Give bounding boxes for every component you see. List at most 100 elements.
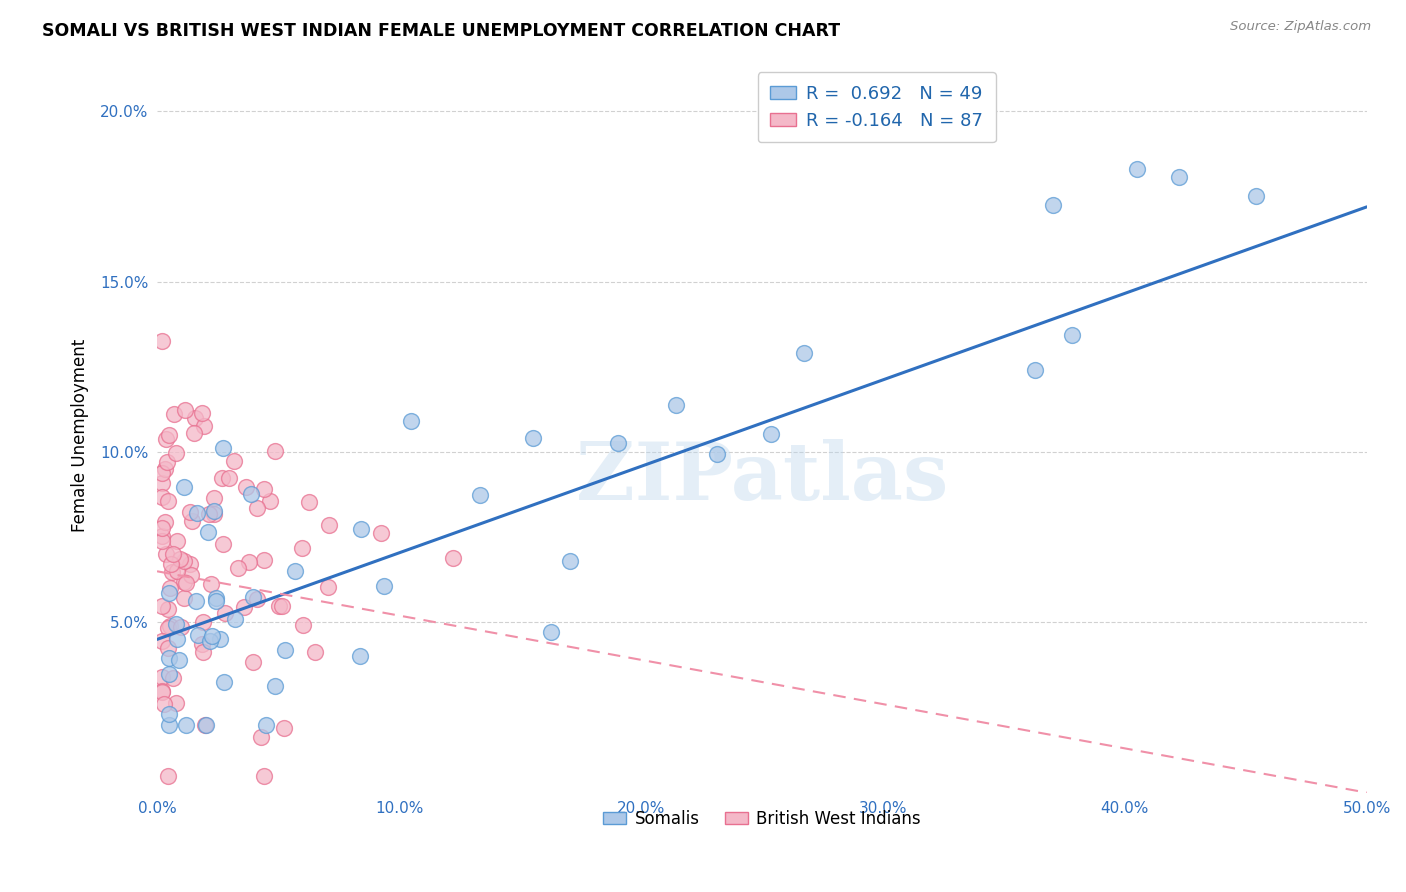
Point xyxy=(157,667,180,681)
Legend: Somalis, British West Indians: Somalis, British West Indians xyxy=(596,803,928,834)
Point xyxy=(238,555,260,569)
Point xyxy=(191,406,214,420)
Point xyxy=(156,494,179,508)
Point xyxy=(298,494,321,508)
Point xyxy=(270,599,292,614)
Point xyxy=(174,403,197,417)
Point xyxy=(793,346,815,360)
Point xyxy=(267,599,290,613)
Point xyxy=(159,581,181,595)
Point xyxy=(250,731,273,745)
Point xyxy=(183,425,205,440)
Point xyxy=(190,637,212,651)
Point xyxy=(349,522,371,536)
Point xyxy=(150,634,173,648)
Point xyxy=(157,706,180,721)
Point xyxy=(150,670,173,684)
Point xyxy=(202,491,225,505)
Point xyxy=(224,612,246,626)
Point xyxy=(162,671,184,685)
Point xyxy=(1024,362,1046,376)
Point xyxy=(284,564,307,578)
Point xyxy=(304,645,326,659)
Text: Source: ZipAtlas.com: Source: ZipAtlas.com xyxy=(1230,20,1371,33)
Point xyxy=(1167,169,1189,184)
Point xyxy=(205,591,228,606)
Point xyxy=(607,436,630,450)
Point xyxy=(759,427,782,442)
Point xyxy=(166,564,188,578)
Point xyxy=(246,591,269,606)
Point xyxy=(540,624,562,639)
Point xyxy=(160,557,183,571)
Point xyxy=(153,515,176,529)
Y-axis label: Female Unemployment: Female Unemployment xyxy=(72,338,89,532)
Point xyxy=(246,501,269,516)
Point xyxy=(165,696,187,710)
Point xyxy=(253,482,276,496)
Point xyxy=(165,446,187,460)
Point xyxy=(162,565,184,579)
Point xyxy=(173,574,195,589)
Point xyxy=(214,606,236,620)
Point xyxy=(370,526,392,541)
Point xyxy=(274,643,297,657)
Point xyxy=(202,507,225,521)
Point xyxy=(173,480,195,494)
Point xyxy=(201,629,224,643)
Point xyxy=(150,685,173,699)
Point xyxy=(1126,162,1149,177)
Text: ZIPatlas: ZIPatlas xyxy=(576,439,948,517)
Point xyxy=(198,507,221,521)
Point xyxy=(157,717,180,731)
Point xyxy=(204,593,226,607)
Point xyxy=(235,480,257,494)
Point xyxy=(166,632,188,647)
Point xyxy=(202,504,225,518)
Point xyxy=(155,461,177,475)
Point xyxy=(373,579,395,593)
Point xyxy=(150,491,173,505)
Point xyxy=(157,428,180,442)
Point xyxy=(191,615,214,629)
Point xyxy=(157,769,180,783)
Point xyxy=(1042,197,1064,211)
Point xyxy=(166,617,188,632)
Point xyxy=(163,407,186,421)
Point xyxy=(254,717,277,731)
Point xyxy=(155,547,177,561)
Point xyxy=(183,410,205,425)
Point xyxy=(211,441,233,455)
Point xyxy=(263,444,285,458)
Point xyxy=(181,514,204,528)
Point xyxy=(179,558,201,572)
Point xyxy=(157,585,180,599)
Point xyxy=(156,455,179,469)
Point xyxy=(316,580,339,594)
Point xyxy=(253,553,276,567)
Point xyxy=(239,486,262,500)
Point xyxy=(173,591,195,605)
Point xyxy=(242,591,264,605)
Point xyxy=(167,653,190,667)
Point xyxy=(252,769,274,783)
Point xyxy=(558,554,581,568)
Point xyxy=(200,634,222,648)
Point xyxy=(150,599,173,614)
Point xyxy=(273,721,295,735)
Point xyxy=(150,521,173,535)
Point xyxy=(193,645,215,659)
Point xyxy=(470,488,492,502)
Point xyxy=(706,447,728,461)
Point xyxy=(1244,189,1267,203)
Point xyxy=(155,432,177,446)
Point xyxy=(399,414,422,428)
Point xyxy=(212,537,235,551)
Point xyxy=(211,471,233,485)
Point xyxy=(218,471,240,485)
Point xyxy=(222,454,245,468)
Point xyxy=(166,533,188,548)
Point xyxy=(214,675,236,690)
Point xyxy=(1060,327,1083,342)
Point xyxy=(184,593,207,607)
